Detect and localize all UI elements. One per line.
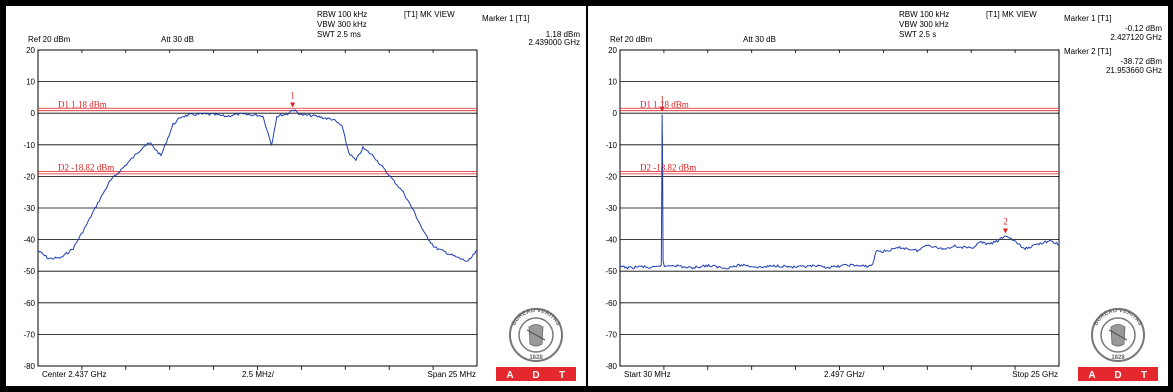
y-tick-label: -10 [605, 141, 617, 150]
marker-1-level: -0.12 dBm [1125, 24, 1162, 33]
logo-band-letter: D [1114, 370, 1121, 381]
div-label: 2.5 MHz/ [242, 370, 275, 379]
logo-band-letter: T [559, 370, 565, 381]
marker-2-label: Marker 2 [T1] [1064, 47, 1112, 56]
marker-1-number: 1 [290, 90, 295, 100]
mk-view-label: [T1] MK VIEW [986, 10, 1037, 19]
spectrum-plot-left: 20 10 0 -10 -20 -30 -40 -50 -60 -70 -80 D1 1.18 dBm… [23, 46, 478, 371]
swt-label: SWT 2.5 ms [317, 30, 361, 39]
y-tick-label: -50 [23, 267, 35, 276]
span-label: Span 25 MHz [427, 370, 476, 379]
marker-2-level: -38.72 dBm [1120, 57, 1162, 66]
ref-level-label: Ref 20 dBm [610, 35, 653, 44]
swt-label: SWT 2.5 s [899, 30, 937, 39]
attenuation-label: Att 30 dB [743, 35, 776, 44]
spectrum-panel-right: 20 10 0 -10 -20 -30 -40 -50 -60 -70 -80 D1 1.18 dBm… [588, 6, 1168, 386]
marker-1-symbol [659, 106, 665, 112]
logo-band-letter: T [1141, 370, 1147, 381]
logo-band [496, 367, 576, 381]
mk-view-label: [T1] MK VIEW [404, 10, 455, 19]
logo-year: 1828 [1111, 355, 1125, 361]
div-label: 2.497 GHz/ [824, 370, 865, 379]
marker-1-freq: 2.439000 GHz [528, 38, 580, 47]
marker-1-label: Marker 1 [T1] [482, 14, 530, 23]
marker-2-freq: 21.953660 GHz [1105, 66, 1162, 75]
logo-scale [526, 329, 546, 341]
start-freq-label: Start 30 MHz [624, 370, 671, 379]
y-tick-label: -60 [605, 299, 617, 308]
y-tick-label: -70 [605, 330, 617, 339]
display-line-label-d2: D2 -18.82 dBm [640, 163, 696, 173]
y-tick-label: -60 [23, 299, 35, 308]
y-tick-label: 10 [608, 78, 617, 87]
display-line-label-d1: D1 1.18 dBm [640, 99, 689, 109]
y-tick-label: -30 [605, 204, 617, 213]
marker-1-label: Marker 1 [T1] [1064, 14, 1112, 23]
logo-year: 1828 [529, 355, 543, 361]
center-freq-label: Center 2.437 GHz [42, 370, 107, 379]
marker-1-level: 1.18 dBm [545, 30, 580, 39]
y-tick-label: -40 [605, 236, 617, 245]
spectrum-panel-left: 20 10 0 -10 -20 -30 -40 -50 -60 -70 -80 D1 1.18 dBm… [6, 6, 586, 386]
y-tick-label: -80 [605, 362, 617, 371]
display-line-label-d1: D1 1.18 dBm [58, 99, 107, 109]
vbw-label: VBW 300 kHz [899, 20, 949, 29]
marker-1-number: 1 [660, 95, 665, 105]
logo-band-letter: A [506, 370, 513, 381]
ref-level-label: Ref 20 dBm [28, 35, 71, 44]
vbw-label: VBW 300 kHz [317, 20, 367, 29]
marker-2-number: 2 [1003, 217, 1008, 227]
y-tick-label: -20 [23, 172, 35, 181]
display-line-label-d2: D2 -18.82 dBm [58, 163, 114, 173]
y-tick-label: -80 [23, 362, 35, 371]
y-tick-label: 0 [31, 109, 36, 118]
logo-band-letter: A [1088, 370, 1095, 381]
y-tick-label: 20 [608, 46, 617, 55]
y-tick-label: -40 [23, 236, 35, 245]
attenuation-label: Att 30 dB [161, 35, 194, 44]
marker-1-symbol [290, 102, 296, 108]
y-tick-label: 0 [613, 109, 618, 118]
y-tick-label: 20 [26, 46, 35, 55]
rbw-label: RBW 100 kHz [899, 10, 950, 19]
y-tick-label: 10 [26, 78, 35, 87]
logo-scale [1108, 329, 1128, 341]
y-tick-label: -70 [23, 330, 35, 339]
spectrum-plot-right: 20 10 0 -10 -20 -30 -40 -50 -60 -70 -80 D1 1.18 dBm… [605, 46, 1060, 371]
logo-band-letter: D [532, 370, 539, 381]
y-tick-label: -20 [605, 172, 617, 181]
spectrum-trace [37, 109, 478, 262]
rbw-label: RBW 100 kHz [317, 10, 368, 19]
stop-freq-label: Stop 25 GHz [1012, 370, 1058, 379]
y-tick-label: -50 [605, 267, 617, 276]
y-tick-label: -30 [23, 204, 35, 213]
marker-1-freq: 2.427120 GHz [1110, 33, 1162, 42]
y-tick-label: -10 [23, 141, 35, 150]
marker-2-symbol [1002, 228, 1008, 234]
spectrum-trace [619, 114, 1060, 270]
logo-band [1078, 367, 1158, 381]
